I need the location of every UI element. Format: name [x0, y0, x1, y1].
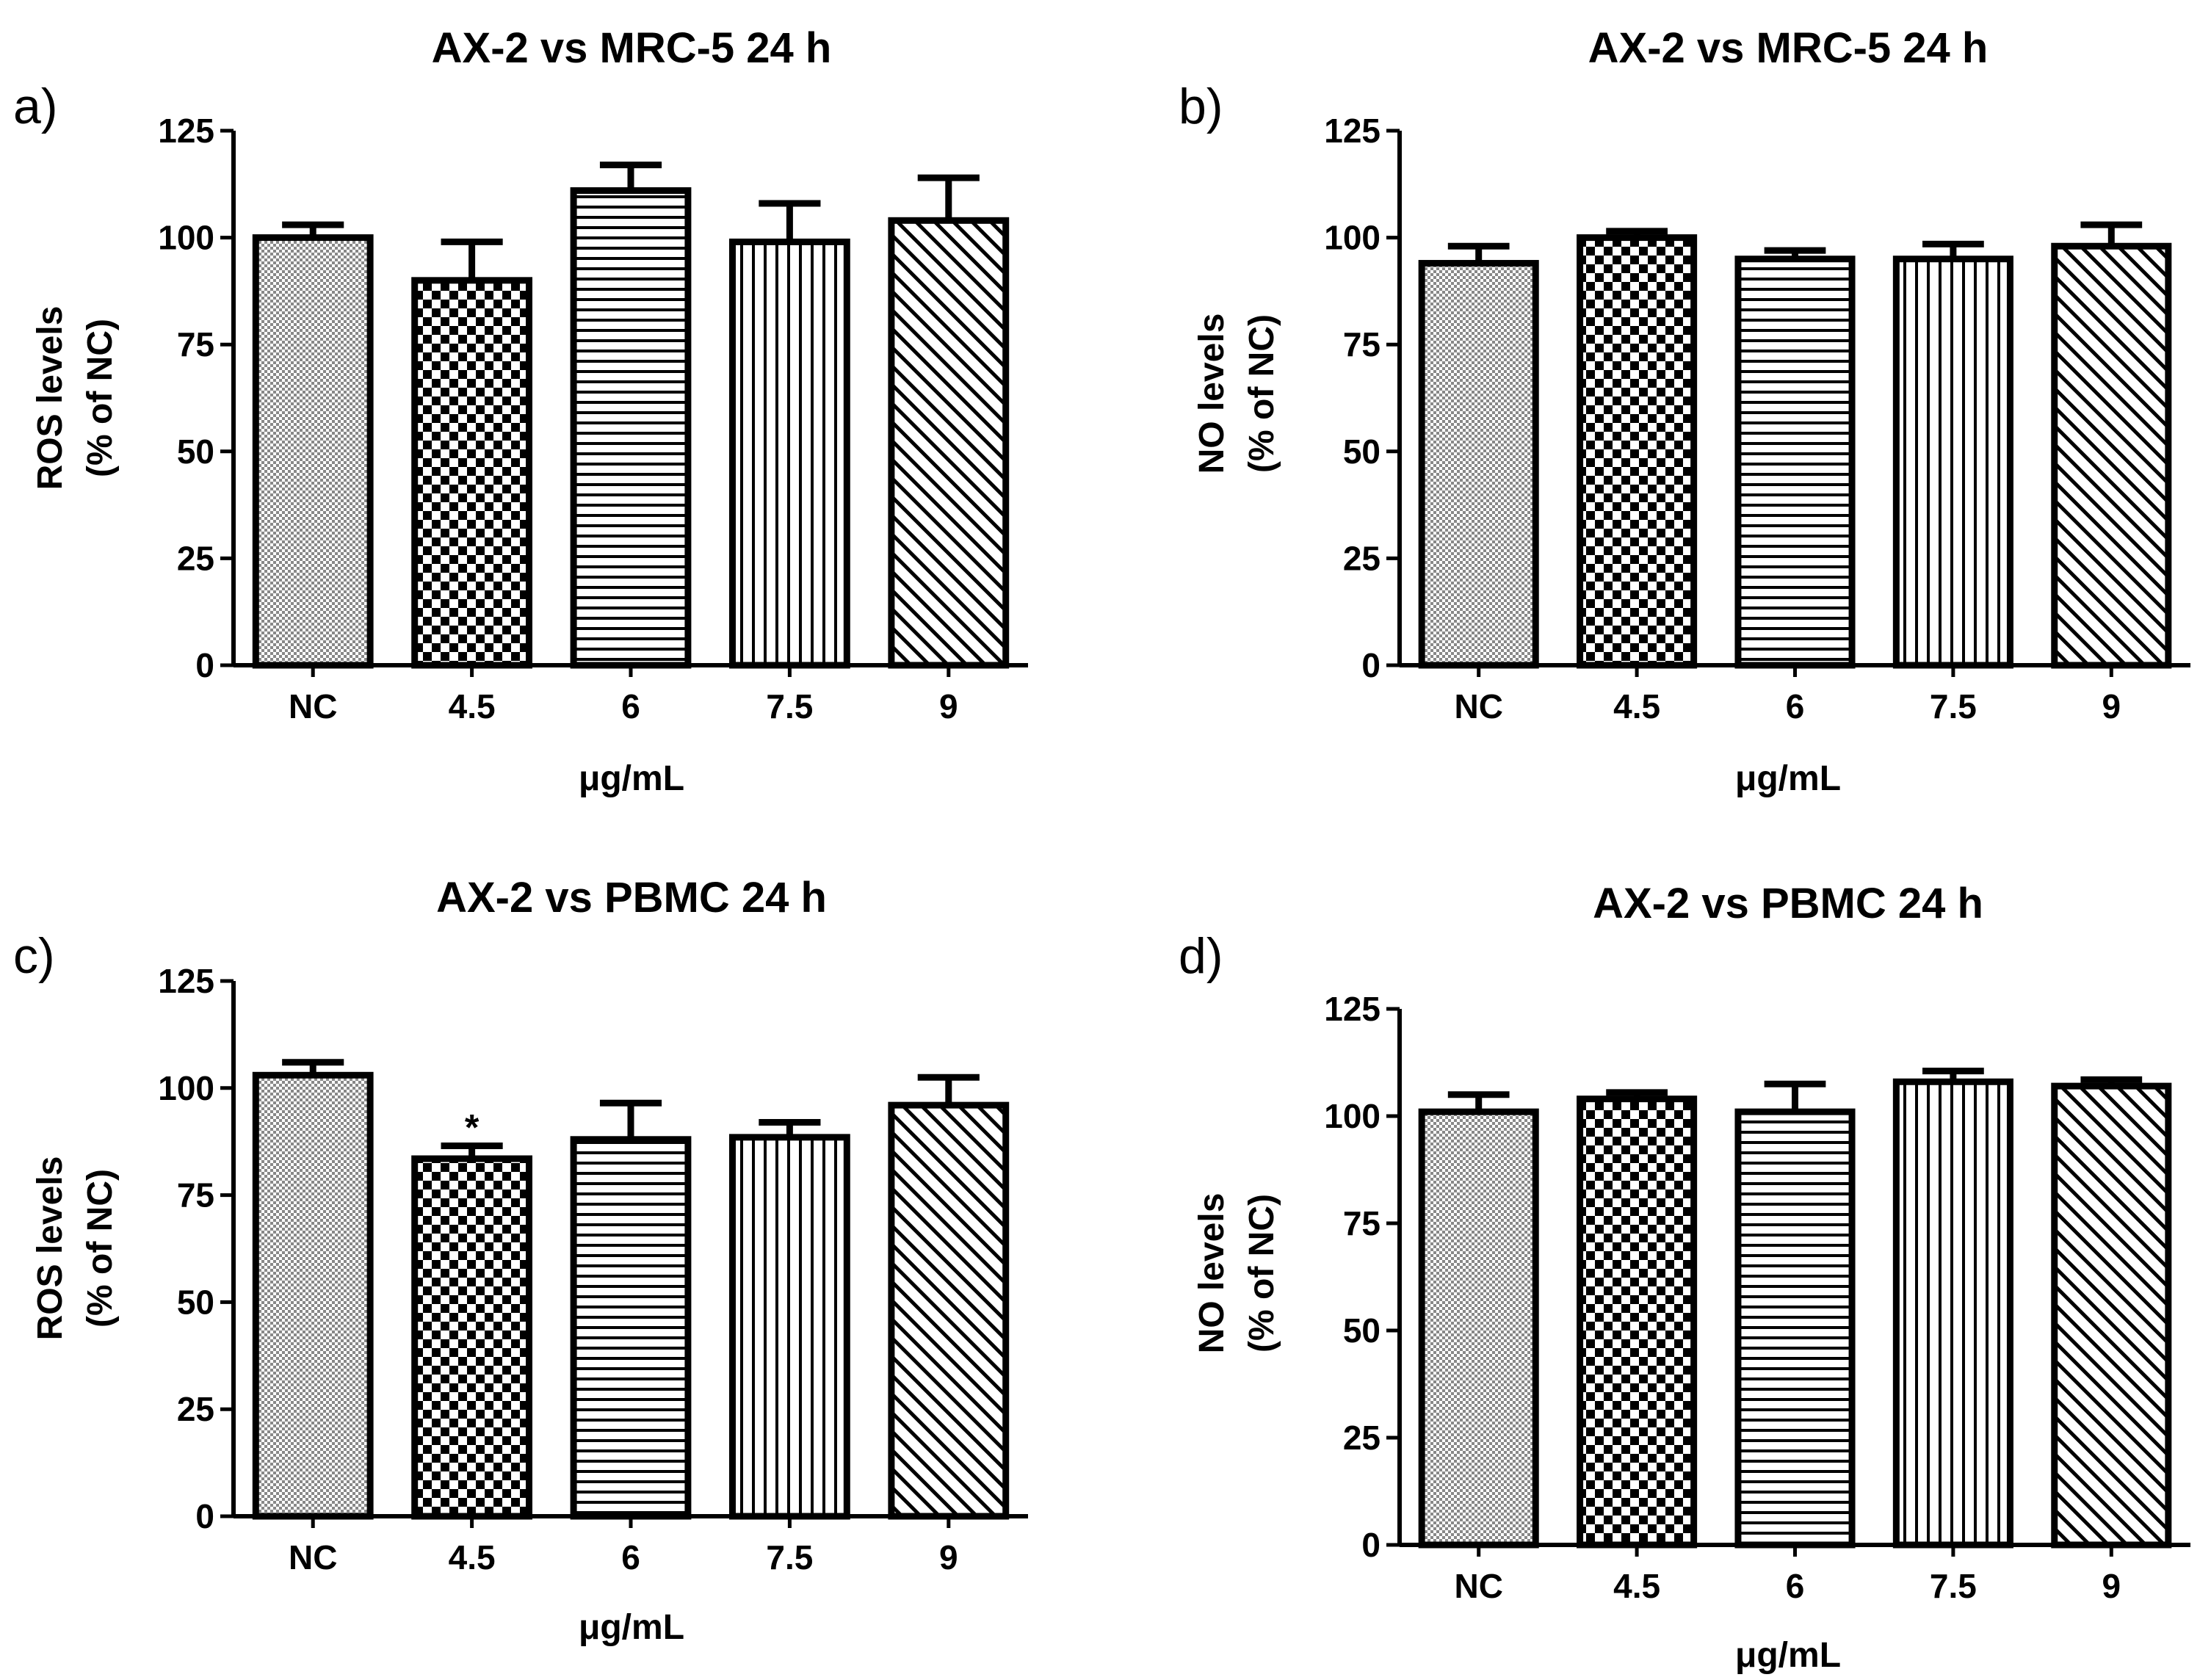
y-tick-label: 0 — [195, 646, 214, 684]
y-tick-label: 50 — [177, 432, 214, 471]
y-tick-label: 100 — [158, 219, 214, 257]
y-tick-label: 0 — [195, 1497, 214, 1535]
bar — [1734, 1108, 1856, 1549]
bar — [1577, 1096, 1698, 1549]
y-tick-label: 75 — [1343, 1204, 1380, 1242]
bar — [888, 217, 1010, 669]
y-tick-label: 125 — [1324, 112, 1380, 150]
x-tick-label: 4.5 — [449, 1538, 496, 1576]
x-tick-label: 7.5 — [766, 687, 813, 725]
y-tick-label: 100 — [158, 1069, 214, 1107]
y-axis-label: ROS levels — [31, 1156, 70, 1341]
y-tick-label: 125 — [1324, 990, 1380, 1028]
x-tick-label: NC — [289, 1538, 337, 1576]
chart-panel-c: c) AX-2 vs PBMC 24 h ROS levels (% of NC… — [13, 874, 1028, 1647]
bar — [728, 1134, 850, 1520]
bar — [1577, 234, 1698, 669]
y-tick-label: 0 — [1361, 1526, 1380, 1564]
bar — [252, 234, 374, 669]
y-tick-label: 25 — [177, 539, 214, 577]
y-axis-label-units: (% of NC) — [81, 1169, 120, 1328]
bar — [570, 187, 692, 669]
bar — [1418, 260, 1539, 669]
chart-title: AX-2 vs MRC-5 24 h — [1588, 24, 1989, 72]
x-tick-label: 7.5 — [1930, 687, 1977, 725]
x-tick-label: 4.5 — [1613, 687, 1660, 725]
x-tick-label: 9 — [939, 1538, 958, 1576]
x-tick-label: 7.5 — [766, 1538, 813, 1576]
y-tick-label: 100 — [1324, 219, 1380, 257]
y-tick-label: 75 — [177, 1176, 214, 1214]
y-axis-label: NO levels — [1193, 1193, 1231, 1354]
bar — [1418, 1108, 1539, 1549]
x-tick-label: 6 — [1786, 1567, 1805, 1605]
x-tick-label: 9 — [939, 687, 958, 725]
bar — [1734, 256, 1856, 669]
y-tick-label: 125 — [158, 962, 214, 1000]
chart-title: AX-2 vs MRC-5 24 h — [432, 24, 832, 72]
y-axis-label: NO levels — [1193, 314, 1231, 474]
bar — [411, 1155, 533, 1520]
x-tick-label: NC — [1454, 1567, 1502, 1605]
y-tick-label: 50 — [1343, 1311, 1380, 1350]
y-tick-label: 0 — [1361, 646, 1380, 684]
chart-title: AX-2 vs PBMC 24 h — [436, 874, 827, 922]
plot-area: NC 4.5 6 7.5 9 0 25 50 75 100 125 — [1324, 990, 2190, 1605]
y-axis-label-units: (% of NC) — [1242, 314, 1281, 473]
y-tick-label: 50 — [177, 1283, 214, 1321]
panel-label: d) — [1179, 928, 1223, 984]
x-tick-label: 9 — [2102, 687, 2121, 725]
y-tick-label: 50 — [1343, 432, 1380, 471]
x-tick-label: 9 — [2102, 1567, 2121, 1605]
x-tick-label: 4.5 — [449, 687, 496, 725]
significance-marker: * — [465, 1107, 480, 1148]
x-tick-label: NC — [1454, 687, 1502, 725]
x-axis-label: μg/mL — [1735, 1636, 1841, 1675]
plot-area: NC 4.5 * 6 7.5 9 0 25 50 75 100 125 — [158, 962, 1028, 1576]
bar — [2051, 242, 2172, 669]
bar — [252, 1071, 374, 1520]
panel-label: a) — [13, 79, 57, 134]
x-tick-label: 6 — [621, 1538, 640, 1576]
chart-panel-d: d) AX-2 vs PBMC 24 h NO levels (% of NC)… — [1179, 880, 2190, 1675]
x-tick-label: 4.5 — [1613, 1567, 1660, 1605]
bar — [728, 238, 850, 669]
panel-label: b) — [1179, 79, 1223, 134]
y-tick-label: 100 — [1324, 1097, 1380, 1135]
y-tick-label: 25 — [1343, 539, 1380, 577]
chart-panel-b: b) AX-2 vs MRC-5 24 h NO levels (% of NC… — [1179, 24, 2190, 798]
bar — [411, 277, 533, 669]
y-tick-label: 25 — [1343, 1419, 1380, 1457]
x-tick-label: 6 — [621, 687, 640, 725]
x-tick-label: NC — [289, 687, 337, 725]
y-tick-label: 75 — [1343, 325, 1380, 363]
bar — [1892, 256, 2013, 669]
y-axis-label: ROS levels — [31, 306, 70, 490]
chart-title: AX-2 vs PBMC 24 h — [1593, 880, 1983, 927]
plot-area: NC 4.5 6 7.5 9 0 25 50 75 100 125 — [158, 112, 1028, 725]
x-axis-label: μg/mL — [579, 1608, 684, 1647]
y-tick-label: 25 — [177, 1390, 214, 1428]
bar — [570, 1136, 692, 1520]
y-axis-label-units: (% of NC) — [81, 319, 120, 477]
x-axis-label: μg/mL — [579, 759, 684, 798]
y-axis-label-units: (% of NC) — [1242, 1194, 1281, 1353]
chart-panel-a: a) AX-2 vs MRC-5 24 h ROS levels (% of N… — [13, 24, 1028, 798]
panel-label: c) — [13, 928, 55, 984]
bar — [2051, 1082, 2172, 1549]
bar — [888, 1101, 1010, 1520]
x-tick-label: 6 — [1786, 687, 1805, 725]
plot-area: NC 4.5 6 7.5 9 0 25 50 75 100 125 — [1324, 112, 2190, 725]
bar — [1892, 1078, 2013, 1549]
y-tick-label: 75 — [177, 325, 214, 363]
y-tick-label: 125 — [158, 112, 214, 150]
x-tick-label: 7.5 — [1930, 1567, 1977, 1605]
x-axis-label: μg/mL — [1735, 759, 1841, 798]
